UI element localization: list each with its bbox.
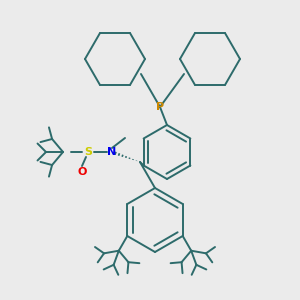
Text: S: S xyxy=(84,147,92,157)
Text: O: O xyxy=(77,167,87,177)
Text: P: P xyxy=(156,102,164,112)
Text: N: N xyxy=(107,147,117,157)
